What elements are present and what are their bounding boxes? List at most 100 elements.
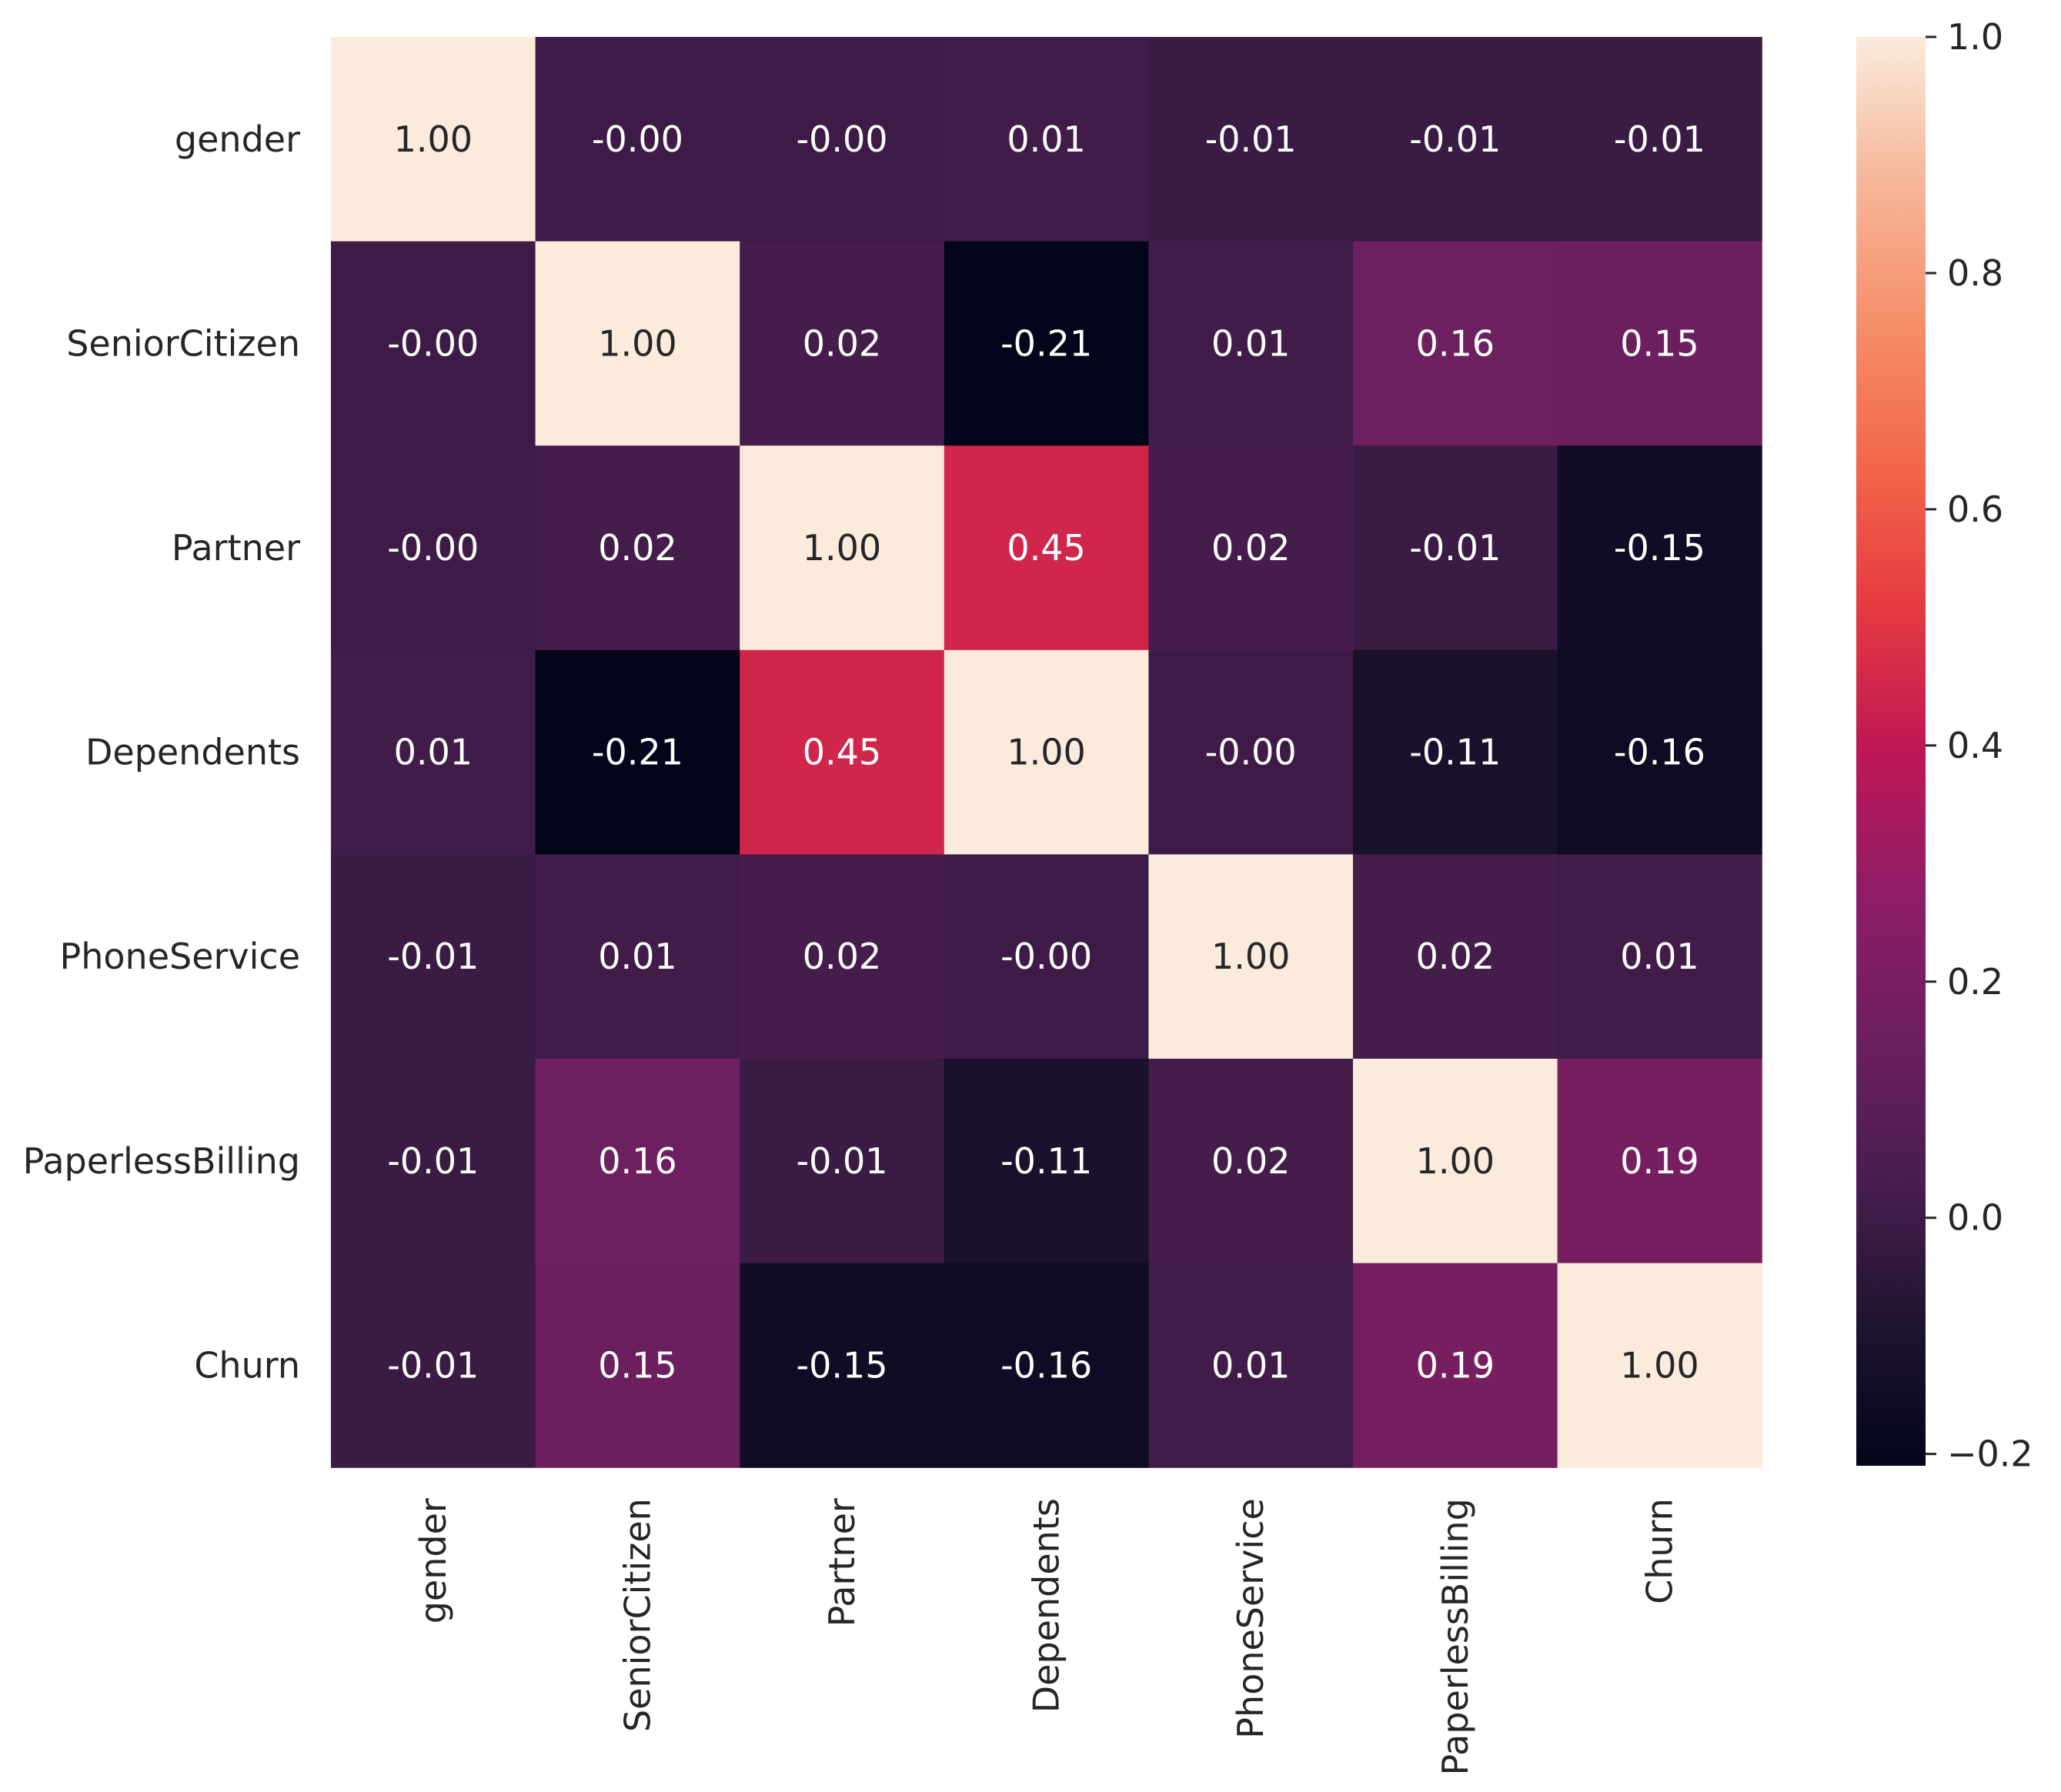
cell-value-label: 0.01 xyxy=(1211,1344,1290,1386)
heatmap-cell xyxy=(1557,1263,1762,1468)
heatmap-cell xyxy=(1557,854,1762,1060)
column-label: Churn xyxy=(1638,1498,1680,1604)
cell-value-label: 0.01 xyxy=(1211,322,1290,364)
cell-value-label: -0.21 xyxy=(1000,322,1092,364)
cell-value-label: 1.00 xyxy=(1007,732,1085,773)
row-tick-labels: gender SeniorCitizen Partner Dependents Phon… xyxy=(23,118,300,1387)
cell-value-label: 0.45 xyxy=(1007,527,1085,569)
row-label: PaperlessBilling xyxy=(23,1140,300,1182)
heatmap-cell xyxy=(331,854,536,1060)
colorbar-tick-label: 0.8 xyxy=(1947,252,2003,294)
heatmap-cell xyxy=(1353,445,1558,651)
row-label: gender xyxy=(175,118,300,160)
heatmap-cell xyxy=(535,1059,740,1264)
heatmap-cell xyxy=(944,445,1149,651)
cell-value-label: -0.01 xyxy=(1409,527,1501,569)
heatmap-cell xyxy=(944,1059,1149,1264)
heatmap-cell xyxy=(535,649,740,855)
heatmap-cell xyxy=(535,445,740,651)
colorbar-tick-label: 0.0 xyxy=(1947,1197,2003,1239)
column-tick-labels: gender SeniorCitizen Partner Dependents Phon… xyxy=(413,1498,1681,1775)
heatmap-cell xyxy=(1557,649,1762,855)
cell-value-label: -0.11 xyxy=(1000,1140,1092,1182)
heatmap-cell xyxy=(1148,1059,1354,1264)
row-label: PhoneService xyxy=(60,936,301,977)
heatmap-cell xyxy=(1353,854,1558,1060)
cell-value-label: -0.11 xyxy=(1409,732,1501,773)
heatmap-cell xyxy=(535,241,740,446)
column-label: gender xyxy=(413,1498,454,1623)
heatmap-cell xyxy=(1353,37,1558,242)
cell-value-label: 1.00 xyxy=(1620,1344,1699,1386)
heatmap-cell xyxy=(1557,445,1762,651)
column-label: SeniorCitizen xyxy=(616,1498,658,1732)
heatmap-cell xyxy=(1148,1263,1354,1468)
heatmap-cell xyxy=(331,37,536,242)
cell-value-label: -0.01 xyxy=(1614,118,1705,160)
cell-value-label: 0.01 xyxy=(1620,936,1699,977)
heatmap-cells xyxy=(331,37,1762,1468)
heatmap-cell xyxy=(1557,1059,1762,1264)
cell-value-label: -0.01 xyxy=(1205,118,1297,160)
cell-value-label: 0.02 xyxy=(803,322,881,364)
heatmap-cell xyxy=(331,445,536,651)
row-label: Partner xyxy=(172,527,300,569)
cell-value-label: 0.45 xyxy=(803,732,881,773)
heatmap-cell xyxy=(740,854,945,1060)
row-label: SeniorCitizen xyxy=(66,322,300,364)
column-label: PhoneService xyxy=(1230,1498,1271,1739)
column-label: PaperlessBilling xyxy=(1435,1498,1476,1775)
heatmap-cell xyxy=(1148,241,1354,446)
heatmap-cell xyxy=(1148,445,1354,651)
cell-value-label: 0.16 xyxy=(1416,322,1495,364)
colorbar-tick-label: 0.4 xyxy=(1947,725,2003,766)
heatmap-cell xyxy=(944,854,1149,1060)
cell-value-label: -0.21 xyxy=(592,732,683,773)
colorbar-tick-label: 0.6 xyxy=(1947,489,2003,530)
cell-value-label: 0.19 xyxy=(1620,1140,1699,1182)
cell-value-label: 0.02 xyxy=(1211,1140,1290,1182)
heatmap-cell xyxy=(1353,1263,1558,1468)
cell-value-label: -0.01 xyxy=(796,1140,887,1182)
heatmap-cell xyxy=(1353,649,1558,855)
heatmap-cell xyxy=(1148,37,1354,242)
cell-value-label: 1.00 xyxy=(394,118,473,160)
cell-value-label: 0.15 xyxy=(1620,322,1699,364)
colorbar-tick-label: 0.2 xyxy=(1947,961,2003,1003)
heatmap-cell xyxy=(740,37,945,242)
column-label: Dependents xyxy=(1026,1498,1067,1713)
heatmap-cell xyxy=(535,1263,740,1468)
heatmap-cell xyxy=(1557,241,1762,446)
row-label: Dependents xyxy=(85,732,300,773)
heatmap-cell xyxy=(944,241,1149,446)
heatmap-cell xyxy=(740,649,945,855)
heatmap-cell xyxy=(740,241,945,446)
column-label: Partner xyxy=(821,1498,863,1627)
row-label: Churn xyxy=(194,1344,300,1386)
heatmap-cell xyxy=(535,37,740,242)
cell-value-label: 0.01 xyxy=(1007,118,1085,160)
cell-value-label: -0.00 xyxy=(1000,936,1092,977)
cell-value-label: 0.02 xyxy=(1211,527,1290,569)
heatmap-cell xyxy=(740,1059,945,1264)
heatmap-cell xyxy=(740,1263,945,1468)
cell-value-label: 0.01 xyxy=(598,936,676,977)
cell-value-label: 0.02 xyxy=(803,936,881,977)
colorbar-gradient xyxy=(1856,37,1926,1466)
cell-value-label: -0.00 xyxy=(592,118,683,160)
cell-value-label: 1.00 xyxy=(598,322,676,364)
cell-value-label: 0.15 xyxy=(598,1344,676,1386)
heatmap-cell xyxy=(1353,1059,1558,1264)
cell-value-label: -0.16 xyxy=(1614,732,1705,773)
heatmap-cell xyxy=(331,1263,536,1468)
cell-value-label: -0.01 xyxy=(387,1344,479,1386)
heatmap-cell xyxy=(944,1263,1149,1468)
cell-value-label: -0.01 xyxy=(387,1140,479,1182)
cell-value-label: 1.00 xyxy=(1211,936,1290,977)
cell-value-label: 0.02 xyxy=(598,527,676,569)
cell-value-label: -0.00 xyxy=(387,527,479,569)
heatmap-cell xyxy=(944,649,1149,855)
cell-value-label: 0.01 xyxy=(394,732,473,773)
cell-value-label: -0.16 xyxy=(1000,1344,1092,1386)
